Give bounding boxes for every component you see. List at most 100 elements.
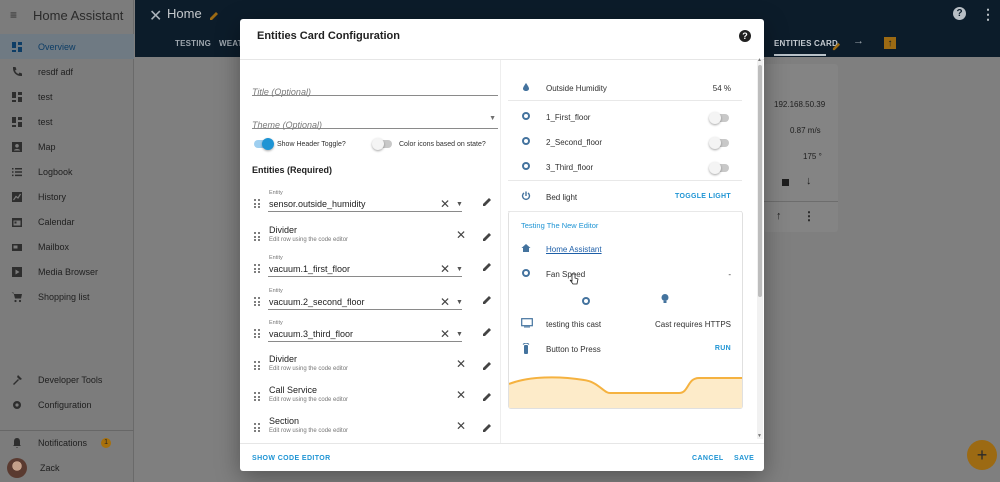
drag-handle-icon[interactable] — [254, 392, 261, 402]
sidebar-item-test[interactable]: test — [0, 109, 134, 134]
edit-row-icon[interactable] — [482, 292, 492, 310]
row-title: Section — [269, 416, 300, 426]
toggle-light-button[interactable]: TOGGLE LIGHT — [675, 193, 731, 200]
sidebar-item-map[interactable]: Map — [0, 134, 134, 159]
sidebar-item-label: History — [38, 191, 67, 202]
drag-handle-icon[interactable] — [254, 423, 261, 433]
arrow-down-icon[interactable]: ↓ — [806, 175, 812, 187]
sidebar-item-calendar[interactable]: Calendar — [0, 209, 134, 234]
more-icon[interactable]: ⋮ — [981, 6, 995, 22]
dialog-scrollbar[interactable]: ▲ ▼ — [757, 57, 763, 439]
show-code-editor-button[interactable]: SHOW CODE EDITOR — [252, 455, 331, 462]
run-button[interactable]: RUN — [714, 345, 731, 352]
entity-value[interactable]: vacuum.1_first_floor — [269, 264, 351, 274]
save-button[interactable]: SAVE — [734, 455, 755, 462]
sidebar-item-label: Shopping list — [38, 291, 90, 302]
stop-icon[interactable] — [782, 179, 789, 186]
gear-icon — [11, 399, 23, 411]
sidebar-item-test[interactable]: test — [0, 84, 134, 109]
entity-row[interactable]: Entity vacuum.3_third_floor ✕ ▼ — [252, 319, 498, 347]
entity-row[interactable]: Entity vacuum.2_second_floor ✕ ▼ — [252, 287, 498, 315]
chevron-down-icon[interactable]: ▼ — [456, 266, 463, 273]
add-view-icon[interactable]: ↑ — [884, 37, 896, 49]
help-icon[interactable]: ? — [739, 30, 751, 42]
color-icons-switch[interactable] — [372, 138, 392, 150]
edit-row-icon[interactable] — [482, 229, 492, 247]
more-icon[interactable]: ⋮ — [803, 209, 815, 223]
clear-icon[interactable]: ✕ — [440, 295, 451, 309]
theme-select[interactable]: Theme (Optional) ▼ — [252, 115, 498, 130]
drag-handle-icon[interactable] — [254, 329, 261, 339]
entity-value[interactable]: vacuum.3_third_floor — [269, 329, 354, 339]
add-card-fab[interactable]: + — [967, 440, 997, 470]
sidebar-item-resdf-adf[interactable]: resdf adf — [0, 59, 134, 84]
sidebar-item-overview[interactable]: Overview — [0, 34, 134, 59]
remove-icon[interactable]: ✕ — [456, 419, 467, 433]
scroll-down-icon[interactable]: ▼ — [757, 433, 762, 439]
edit-row-icon[interactable] — [482, 420, 492, 438]
chart-icon — [11, 191, 23, 203]
title-field[interactable]: Title (Optional) — [252, 82, 498, 97]
remove-icon[interactable]: ✕ — [456, 388, 467, 402]
close-icon[interactable]: ✕ — [149, 8, 163, 25]
drag-handle-icon[interactable] — [254, 264, 261, 274]
robot-vacuum-icon[interactable] — [581, 293, 591, 311]
entity-row[interactable]: Entity sensor.outside_humidity ✕ ▼ — [252, 189, 498, 217]
sidebar-item-history[interactable]: History — [0, 184, 134, 209]
drag-handle-icon[interactable] — [254, 199, 261, 209]
remove-icon[interactable]: ✕ — [456, 357, 467, 371]
home-assistant-link[interactable]: Home Assistant — [546, 245, 602, 254]
sidebar-label: Zack — [40, 462, 60, 473]
chevron-down-icon[interactable]: ▼ — [456, 331, 463, 338]
special-row[interactable]: Divider Edit row using the code editor ✕ — [252, 222, 498, 250]
vacuum3-toggle[interactable] — [709, 162, 729, 174]
drag-handle-icon[interactable] — [254, 297, 261, 307]
pencil-icon[interactable] — [209, 8, 219, 26]
arrow-right-icon[interactable]: → — [853, 35, 864, 47]
sidebar-item-user[interactable]: Zack — [0, 455, 134, 480]
entity-value[interactable]: sensor.outside_humidity — [269, 199, 366, 209]
menu-icon[interactable]: ≡ — [10, 8, 18, 22]
sidebar-item-logbook[interactable]: Logbook — [0, 159, 134, 184]
clear-icon[interactable]: ✕ — [440, 197, 451, 211]
drag-handle-icon[interactable] — [254, 361, 261, 371]
sidebar-item-configuration[interactable]: Configuration — [0, 392, 134, 417]
special-row[interactable]: Call Service Edit row using the code edit… — [252, 382, 498, 410]
sidebar-item-shopping-list[interactable]: Shopping list — [0, 284, 134, 309]
help-icon[interactable]: ? — [953, 7, 966, 20]
scrollbar-thumb[interactable] — [758, 65, 762, 297]
tab-entities-card[interactable]: ENTITIES CARD — [774, 39, 838, 48]
lightbulb-icon[interactable] — [660, 292, 670, 310]
vacuum1-toggle[interactable] — [709, 112, 729, 124]
edit-row-icon[interactable] — [482, 194, 492, 212]
special-row[interactable]: Section Edit row using the code editor ✕ — [252, 413, 498, 441]
remove-icon[interactable]: ✕ — [456, 228, 467, 242]
clear-icon[interactable]: ✕ — [440, 262, 451, 276]
sidebar-item-mailbox[interactable]: Mailbox — [0, 234, 134, 259]
drag-handle-icon[interactable] — [254, 232, 261, 242]
preview-divider — [500, 60, 501, 443]
entity-value[interactable]: vacuum.2_second_floor — [269, 297, 365, 307]
edit-row-icon[interactable] — [482, 259, 492, 277]
preview-cast-name: testing this cast — [546, 320, 602, 329]
preview-button-name: Button to Press — [546, 345, 601, 354]
chevron-down-icon[interactable]: ▼ — [456, 299, 463, 306]
sidebar-item-media-browser[interactable]: Media Browser — [0, 259, 134, 284]
header-toggle-switch[interactable] — [254, 138, 274, 150]
scroll-up-icon[interactable]: ▲ — [757, 57, 762, 63]
special-row[interactable]: Divider Edit row using the code editor ✕ — [252, 351, 498, 379]
sidebar-item-notifications[interactable]: Notifications 1 — [0, 430, 134, 455]
tab-testing[interactable]: TESTING — [175, 39, 212, 48]
arrow-up-icon[interactable]: ↑ — [776, 210, 782, 222]
sidebar-item-developer-tools[interactable]: Developer Tools — [0, 367, 134, 392]
edit-row-icon[interactable] — [482, 358, 492, 376]
edit-row-icon[interactable] — [482, 389, 492, 407]
clear-icon[interactable]: ✕ — [440, 327, 451, 341]
cancel-button[interactable]: CANCEL — [692, 455, 724, 462]
vacuum2-toggle[interactable] — [709, 137, 729, 149]
entity-row[interactable]: Entity vacuum.1_first_floor ✕ ▼ — [252, 254, 498, 282]
chevron-down-icon[interactable]: ▼ — [456, 201, 463, 208]
pencil-icon[interactable] — [832, 38, 841, 56]
tab-weather[interactable]: WEAT — [219, 39, 243, 48]
edit-row-icon[interactable] — [482, 324, 492, 342]
